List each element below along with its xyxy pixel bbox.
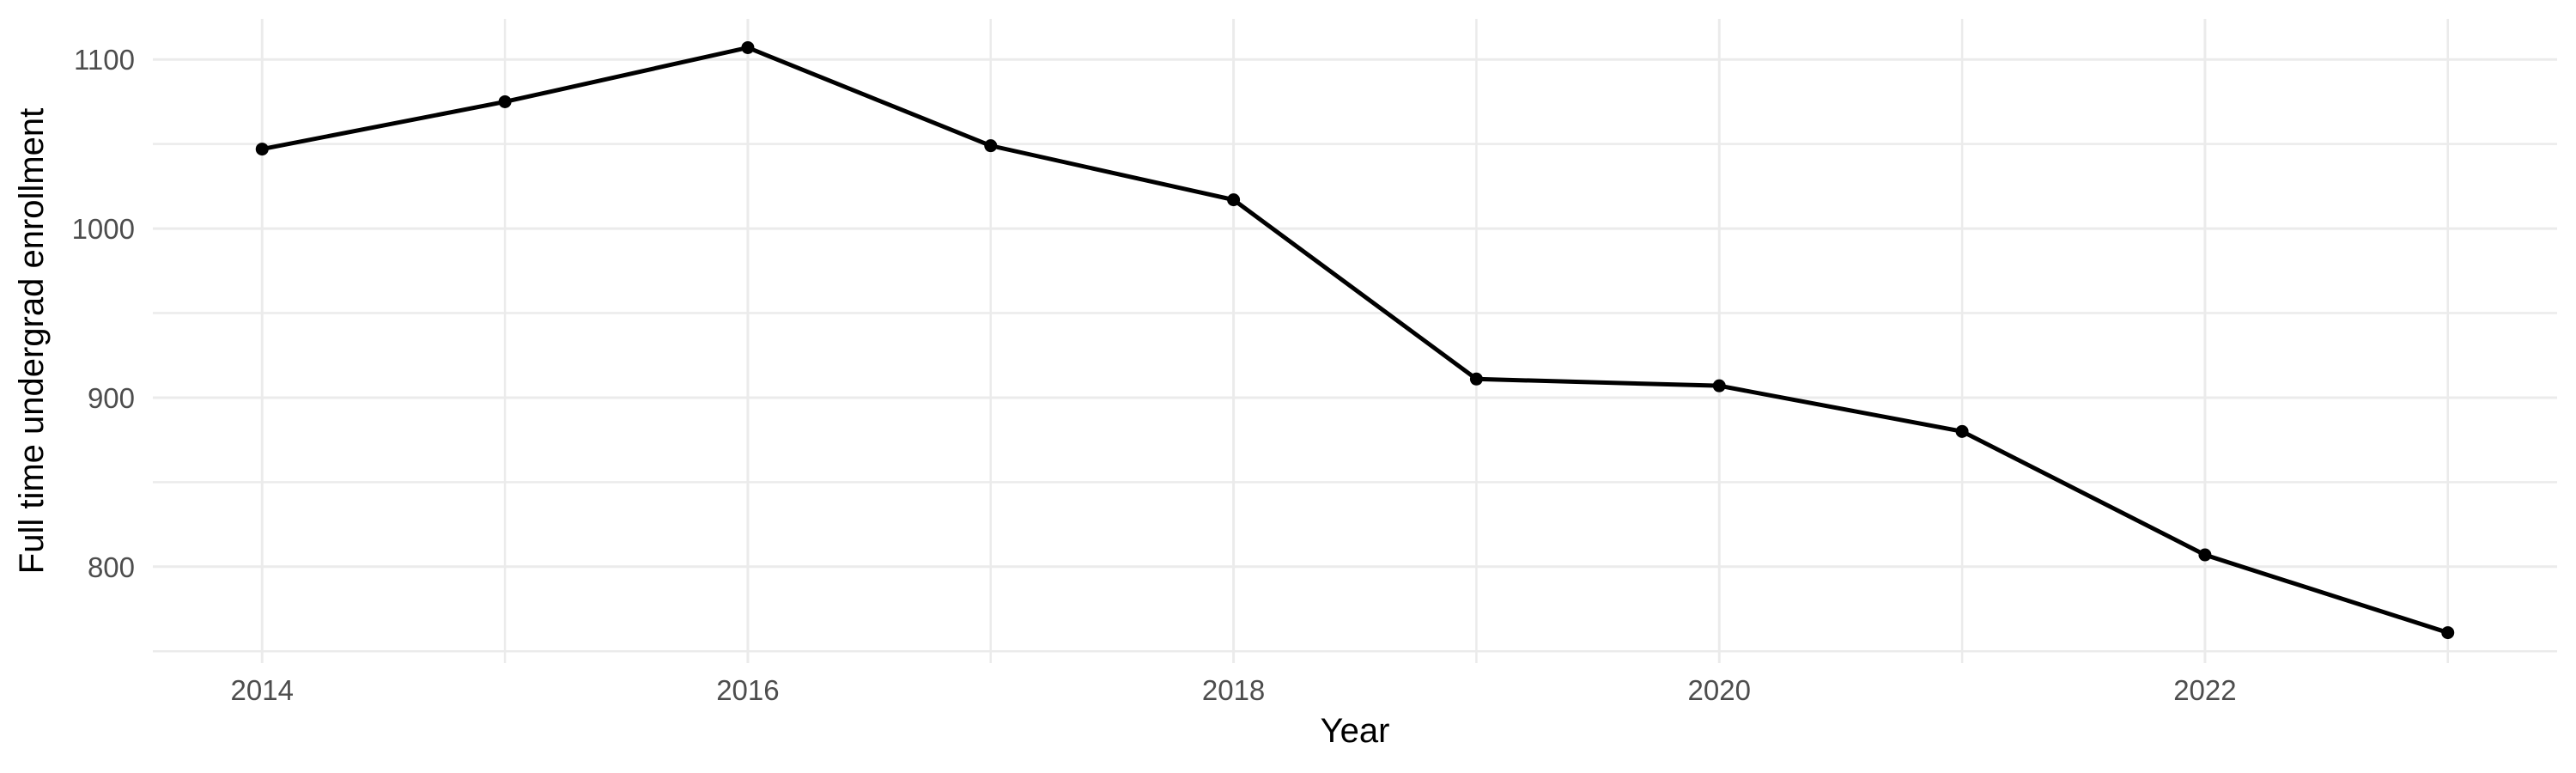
- y-tick-label: 900: [88, 382, 135, 414]
- data-point: [741, 40, 755, 54]
- data-point: [1469, 372, 1483, 386]
- data-point: [1955, 424, 1969, 438]
- x-tick-label: 2022: [2173, 674, 2236, 706]
- x-axis-title: Year: [1321, 712, 1390, 750]
- data-point: [2198, 548, 2212, 562]
- x-tick-label: 2014: [231, 674, 294, 706]
- data-point: [984, 139, 998, 153]
- x-tick-label: 2016: [716, 674, 779, 706]
- data-point: [2441, 626, 2455, 640]
- y-tick-label: 800: [88, 551, 135, 583]
- y-axis-title: Full time undergrad enrollment: [13, 108, 51, 574]
- enrollment-line-series: [255, 40, 2455, 640]
- y-tick-label: 1100: [74, 44, 135, 76]
- x-tick-label: 2020: [1688, 674, 1751, 706]
- y-axis-tick-labels: 800 900 1000 1100: [72, 44, 135, 583]
- data-point: [498, 94, 512, 108]
- grid-minor: [153, 19, 2557, 663]
- data-point: [255, 143, 269, 156]
- x-axis-tick-labels: 2014 2016 2018 2020 2022: [231, 674, 2237, 706]
- data-point: [1227, 193, 1241, 207]
- data-point: [1712, 379, 1726, 393]
- y-tick-label: 1000: [72, 213, 135, 245]
- enrollment-line: [261, 45, 2449, 635]
- x-tick-label: 2018: [1202, 674, 1265, 706]
